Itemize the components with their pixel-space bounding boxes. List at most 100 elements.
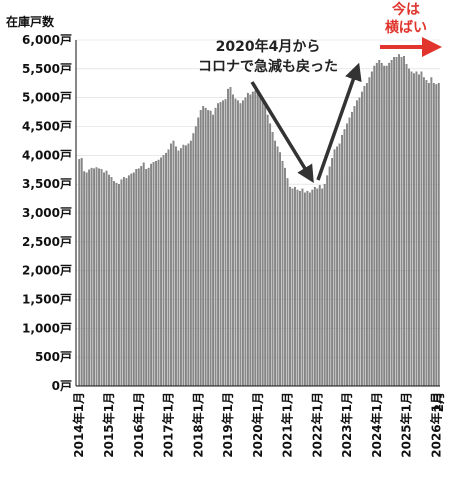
bar <box>140 166 143 387</box>
unit-label: 在庫戸数 <box>6 14 55 29</box>
bar <box>93 168 96 387</box>
x-tick-label: 2016年1月 <box>131 392 146 458</box>
bar <box>217 103 219 387</box>
bar <box>306 190 309 387</box>
bar <box>180 148 182 387</box>
bar <box>172 140 175 387</box>
bar <box>182 144 185 387</box>
bar <box>390 60 393 387</box>
bar <box>204 107 207 387</box>
bar <box>259 96 262 387</box>
bar <box>279 152 281 387</box>
bar <box>249 94 252 387</box>
bar <box>375 62 378 387</box>
bar <box>393 57 396 387</box>
x-tick-label: 2015年1月 <box>101 392 116 458</box>
bar <box>286 178 289 387</box>
bar <box>130 173 133 387</box>
bar <box>284 167 286 387</box>
bar <box>351 111 353 387</box>
bar <box>264 103 267 387</box>
bar <box>370 71 373 387</box>
bar <box>321 188 324 387</box>
bar <box>241 100 244 387</box>
x-tick-label: 2024年1月 <box>369 392 384 458</box>
y-tick-label: 6,000戸 <box>22 33 72 47</box>
bar <box>326 175 329 387</box>
bar <box>316 188 319 387</box>
bar <box>343 129 346 387</box>
bar <box>224 99 227 387</box>
bar <box>212 114 215 387</box>
drop-arrow-up <box>316 62 362 181</box>
y-tick-label: 4,000戸 <box>22 148 72 162</box>
bar <box>137 168 140 387</box>
x-tick-label: 2025年1月 <box>399 392 414 458</box>
bar <box>338 143 341 387</box>
bar <box>209 110 212 387</box>
bar <box>408 68 410 387</box>
x-tick-label: 2018年1月 <box>190 392 205 458</box>
bar <box>152 162 155 387</box>
bar <box>251 91 254 387</box>
bar <box>246 92 249 387</box>
drop-note-line-1: 2020年4月から <box>216 38 321 55</box>
bar <box>127 175 130 387</box>
y-tick-label: 4,500戸 <box>22 120 72 134</box>
bar <box>177 150 180 387</box>
bar <box>170 143 172 387</box>
flat-note-line-2: 横ばい <box>385 19 427 36</box>
bar <box>274 140 277 387</box>
drop-note-line-2: コロナで急減も戻った <box>198 58 338 75</box>
bar <box>105 170 108 387</box>
bar <box>266 114 269 387</box>
bar <box>214 107 217 387</box>
x-tick-label: 2023年1月 <box>339 392 354 458</box>
bar <box>155 160 157 387</box>
bar <box>157 159 160 387</box>
bar <box>254 90 257 387</box>
bar <box>395 57 398 387</box>
bar <box>410 71 413 387</box>
bar <box>281 160 284 387</box>
bar <box>346 123 348 387</box>
bar <box>435 84 438 387</box>
bar <box>291 188 294 387</box>
bar <box>365 83 368 387</box>
bar <box>88 169 91 387</box>
bar <box>361 91 363 387</box>
bar <box>256 92 259 387</box>
bar <box>150 163 153 387</box>
bar <box>118 184 120 387</box>
bar <box>135 169 138 387</box>
bar <box>165 152 167 387</box>
bar <box>415 71 418 387</box>
bar <box>269 123 272 387</box>
bar <box>90 167 93 387</box>
bar <box>356 100 358 387</box>
bar <box>202 106 205 387</box>
bar <box>301 188 304 387</box>
bar <box>110 177 113 387</box>
y-tick-label: 3,000戸 <box>22 206 72 220</box>
bar <box>308 192 311 387</box>
drop-arrow-down <box>250 81 314 183</box>
bar <box>294 186 296 387</box>
bar <box>192 133 195 387</box>
y-tick-label: 2,500戸 <box>22 235 72 249</box>
bar <box>363 86 366 387</box>
bar <box>299 190 301 387</box>
bar <box>303 192 306 387</box>
bar <box>232 94 234 387</box>
bar <box>142 162 145 387</box>
bar <box>289 186 291 387</box>
bar <box>219 102 222 387</box>
y-axis-labels: 0戸 500戸 1,000戸 1,500戸 2,000戸 2,500戸 3,000戸 3,50… <box>22 33 72 393</box>
bar <box>187 143 190 387</box>
bar <box>197 117 200 387</box>
bar <box>189 140 192 387</box>
bar <box>405 64 408 387</box>
bar <box>313 186 316 387</box>
bar <box>108 174 110 387</box>
